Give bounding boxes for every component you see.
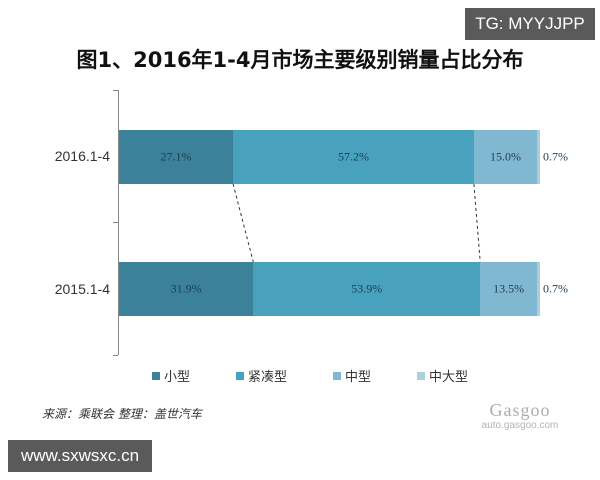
data-label: 27.1% — [160, 149, 192, 164]
bar-segment: 15.0% — [473, 130, 538, 184]
data-label: 53.9% — [351, 281, 383, 296]
chart-title: 图1、2016年1-4月市场主要级别销量占比分布 — [76, 48, 524, 72]
data-label: 0.7% — [543, 149, 569, 164]
data-label: 57.2% — [337, 149, 369, 164]
logo-subtext: auto.gasgoo.com — [481, 420, 559, 431]
data-label: 13.5% — [493, 281, 525, 296]
legend-label: 中型 — [345, 370, 372, 385]
legend-item: 小型 — [152, 366, 190, 385]
category-label-2016: 2016.1-4 — [54, 148, 110, 164]
watermark-badge-bottom: www.sxwsxc.cn — [8, 440, 152, 472]
y-axis-line — [118, 90, 119, 355]
legend-swatch-icon — [333, 371, 342, 380]
legend-item: 紧凑型 — [236, 366, 287, 385]
bar-segment: 57.2% — [233, 130, 474, 184]
bar-segment: 0.7% — [537, 130, 568, 184]
legend-item: 中型 — [333, 366, 371, 385]
legend-swatch-icon — [152, 371, 160, 380]
data-label: 15.0% — [489, 149, 521, 164]
bar-segment: 53.9% — [253, 262, 481, 316]
axis-tick — [113, 90, 118, 91]
legend-item: 中大型 — [417, 366, 468, 385]
category-label-2015: 2015.1-4 — [54, 281, 110, 297]
legend-swatch-icon — [236, 371, 245, 380]
source-note: 来源：乘联会 整理：盖世汽车 — [42, 407, 202, 421]
bar-segment: 31.9% — [119, 262, 254, 316]
watermark-badge-top: TG: MYYJJPP — [465, 8, 595, 40]
bar-2015: 31.9% 53.9% 13.5% 0.7% — [119, 262, 568, 316]
data-label: 31.9% — [170, 281, 202, 296]
bar-segment: 13.5% — [480, 262, 538, 316]
legend-label: 紧凑型 — [248, 370, 288, 385]
gasgoo-logo: Gasgoo auto.gasgoo.com — [465, 400, 575, 440]
legend-label: 中大型 — [429, 370, 469, 385]
axis-tick — [113, 222, 118, 223]
data-label: 0.7% — [543, 281, 569, 296]
logo-text: Gasgoo — [489, 400, 551, 420]
chart-legend: 小型 紧凑型 中型 中大型 — [152, 366, 514, 385]
bar-segment: 0.7% — [537, 262, 568, 316]
bar-2016: 27.1% 57.2% 15.0% 0.7% — [119, 130, 568, 184]
axis-tick — [113, 355, 118, 356]
legend-label: 小型 — [164, 370, 191, 385]
bar-segment: 27.1% — [119, 130, 234, 184]
legend-swatch-icon — [417, 371, 426, 380]
